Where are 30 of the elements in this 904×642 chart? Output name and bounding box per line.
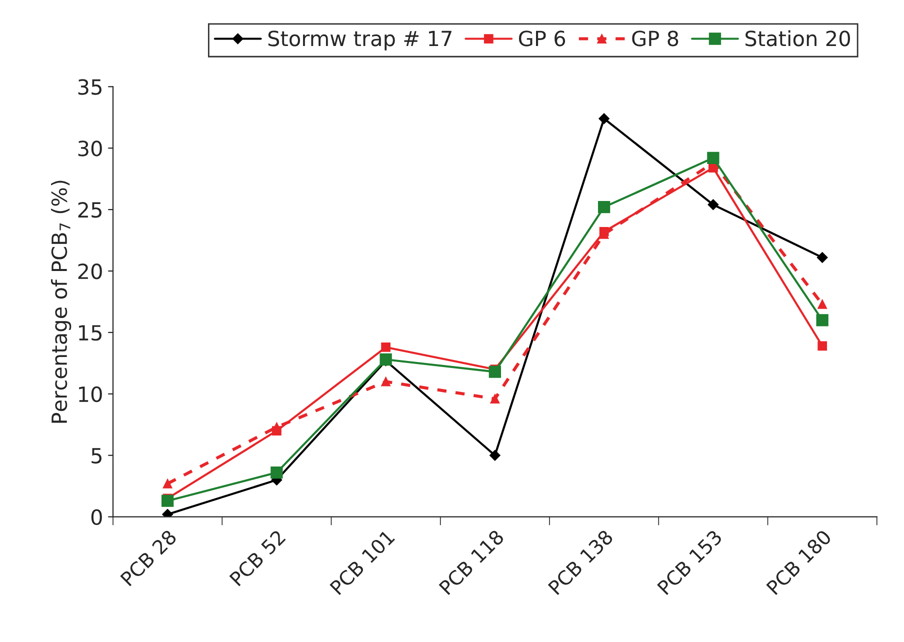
point	[598, 113, 610, 124]
y-tick-label: 30	[78, 140, 102, 156]
legend-label: GP 6	[518, 30, 566, 46]
point	[816, 314, 828, 326]
point	[381, 376, 390, 386]
point	[161, 494, 174, 507]
point	[488, 366, 502, 378]
y-tick-label: 35	[78, 79, 102, 95]
point	[598, 201, 610, 214]
point	[381, 342, 390, 352]
legend-label: Station 20	[746, 30, 850, 46]
point	[707, 152, 720, 164]
y-tick-label: 25	[78, 202, 102, 218]
y-tick-label: 10	[79, 386, 102, 402]
y-tick-label: 0	[91, 509, 102, 526]
point	[490, 450, 500, 461]
point	[816, 252, 828, 263]
y-axis-title: Percentage of PCB$_{7}$ (%)	[51, 180, 72, 423]
point	[270, 466, 283, 479]
point	[272, 422, 282, 432]
y-tick-label: 20	[78, 263, 102, 280]
y-tick-label: 15	[79, 325, 102, 341]
legend-label: Stormw trap # 17	[268, 30, 452, 50]
point	[708, 199, 719, 210]
point	[818, 300, 828, 309]
point	[162, 478, 172, 488]
legend-label: GP 8	[632, 30, 678, 46]
point	[490, 394, 500, 404]
point	[818, 341, 828, 351]
y-tick-label: 5	[92, 448, 102, 464]
